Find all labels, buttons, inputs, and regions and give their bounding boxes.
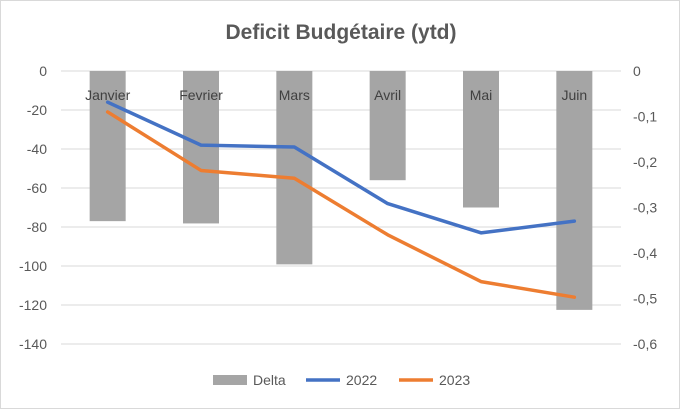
- delta-bar: [89, 71, 126, 222]
- left-tick-label: -20: [27, 102, 47, 118]
- category-label: Fevrier: [179, 87, 223, 103]
- right-tick-label: -0,3: [633, 200, 657, 216]
- chart-title: Deficit Budgétaire (ytd): [225, 21, 456, 44]
- line-series: [105, 100, 577, 299]
- right-tick-label: -0,1: [633, 109, 657, 125]
- delta-bar: [369, 71, 406, 181]
- left-tick-label: -40: [27, 141, 47, 157]
- left-tick-label: 0: [39, 63, 47, 79]
- delta-bar: [276, 71, 313, 265]
- right-tick-label: -0,2: [633, 154, 657, 170]
- left-tick-label: -60: [27, 180, 47, 196]
- legend: Delta 2022 2023: [213, 372, 470, 388]
- legend-swatch: [213, 375, 247, 385]
- right-axis-ticks: 0 -0,1 -0,2 -0,3 -0,4 -0,5 -0,6: [633, 63, 657, 352]
- right-tick-label: -0,4: [633, 245, 657, 261]
- category-label: Janvier: [85, 87, 130, 103]
- gridlines: [61, 70, 621, 345]
- right-tick-label: -0,6: [633, 336, 657, 352]
- category-labels: Janvier Fevrier Mars Avril Mai Juin: [85, 87, 587, 103]
- delta-bar: [556, 71, 593, 310]
- category-label: Avril: [374, 87, 401, 103]
- series-line-2022: [105, 100, 577, 235]
- right-tick-label: 0: [633, 63, 641, 79]
- left-tick-label: -80: [27, 219, 47, 235]
- left-axis-ticks: 0 -20 -40 -60 -80 -100 -120 -140: [19, 63, 47, 352]
- legend-label: 2022: [346, 372, 377, 388]
- right-tick-label: -0,5: [633, 291, 657, 307]
- left-tick-label: -120: [19, 297, 47, 313]
- legend-label: Delta: [253, 372, 286, 388]
- category-label: Juin: [561, 87, 587, 103]
- series-line-2023: [105, 110, 577, 299]
- left-tick-label: -140: [19, 336, 47, 352]
- category-label: Mai: [470, 87, 493, 103]
- delta-bar: [183, 71, 219, 224]
- left-tick-label: -100: [19, 258, 47, 274]
- legend-label: 2023: [439, 372, 470, 388]
- delta-bar: [463, 71, 499, 208]
- delta-bars: [89, 71, 593, 310]
- category-label: Mars: [279, 87, 310, 103]
